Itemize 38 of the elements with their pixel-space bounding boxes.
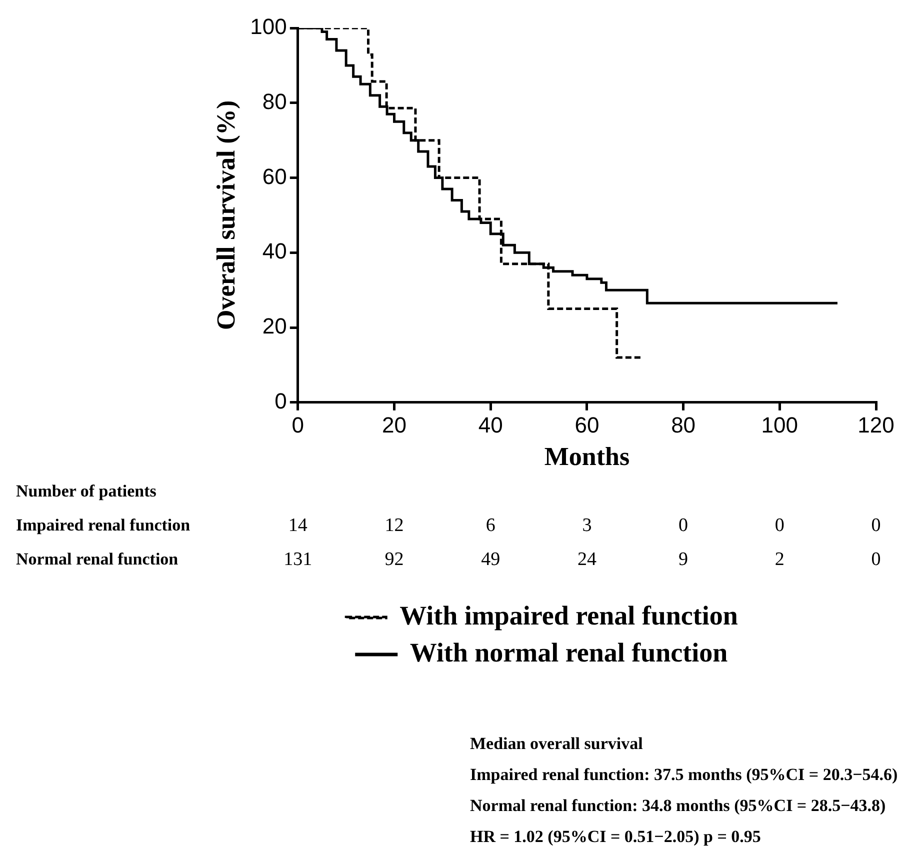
x-tick-label: 0 [292,412,304,438]
text: Normal renal function [16,549,179,568]
text: 92 [384,548,404,570]
y-tick-label: 40 [262,238,287,264]
y-tick-label: 80 [262,88,287,114]
text: 131 [284,548,312,570]
text: 6 [486,514,496,536]
legend-label: With impaired renal function [400,600,738,630]
text: 3 [582,514,592,536]
text: 9 [678,548,688,570]
y-tick-label: 0 [274,388,287,414]
text: 0 [871,514,881,536]
text: Number of patients [16,481,157,500]
x-tick-label: 100 [761,412,798,438]
text: Impaired renal function: 37.5 months (95%CI = 20.3−54.6) [470,764,899,786]
x-tick-label: 20 [382,412,406,438]
y-axis-title: Overall survival (%) [211,100,240,330]
x-axis-title: Months [544,442,630,472]
x-tick-label: 120 [858,412,894,438]
text: 0 [774,514,784,536]
text: 49 [481,548,500,570]
text: 12 [384,514,404,536]
text: 24 [577,548,597,570]
legend-label: With normal renal function [410,637,728,668]
x-tick-label: 60 [574,412,600,438]
y-tick-label: 20 [262,314,287,339]
text: 0 [871,548,881,570]
x-tick-label: 40 [478,412,503,438]
text: 0 [678,514,688,536]
text: 2 [774,548,784,570]
x-tick-label: 80 [671,412,696,438]
text: Impaired renal function [16,515,191,534]
text: Median overall survival [470,733,644,755]
y-tick-label: 100 [250,14,287,40]
text: Normal renal function: 34.8 months (95%CI = 28.5−43.8) [470,795,887,817]
text: 14 [288,514,308,536]
y-tick-label: 60 [262,164,287,189]
text: HR = 1.02 (95%CI = 0.51−2.05) p = 0.95 [470,826,762,848]
